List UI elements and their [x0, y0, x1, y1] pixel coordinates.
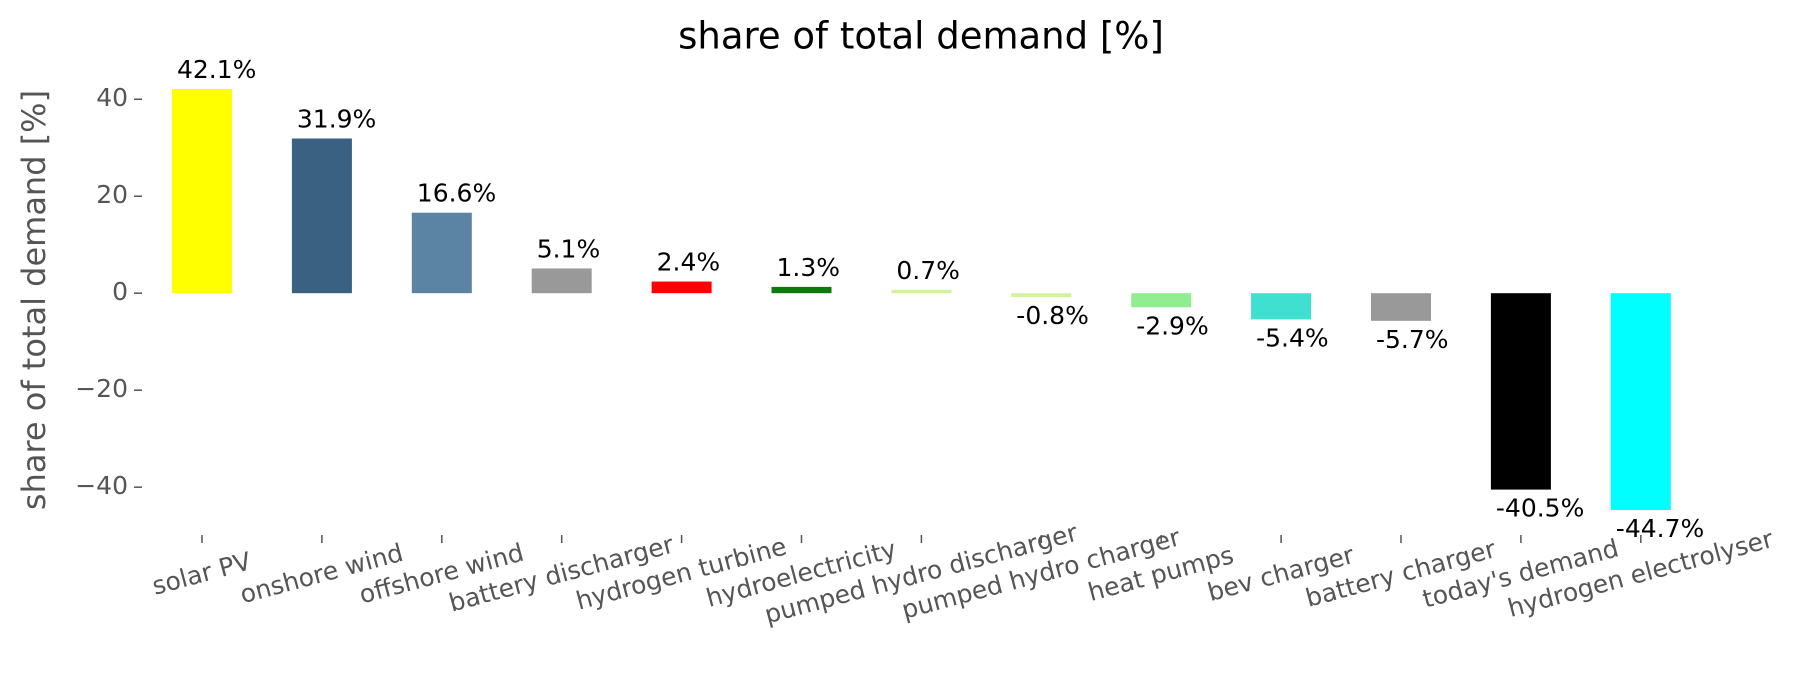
- bar: [411, 212, 472, 294]
- y-tick-label: −20: [75, 374, 128, 403]
- value-label: -40.5%: [1496, 494, 1584, 523]
- bar: [651, 281, 712, 294]
- x-tick-label: solar PV: [149, 546, 254, 600]
- value-label: 2.4%: [657, 248, 721, 277]
- value-label: 1.3%: [777, 253, 841, 282]
- value-label: 42.1%: [177, 55, 256, 84]
- value-label: -5.4%: [1256, 323, 1329, 352]
- bar: [771, 286, 832, 294]
- bar: [291, 138, 352, 294]
- bar: [1610, 293, 1671, 510]
- bar: [1131, 293, 1192, 308]
- value-label: -2.9%: [1136, 311, 1209, 340]
- bar: [1371, 293, 1431, 321]
- chart-title: share of total demand [%]: [678, 15, 1164, 58]
- bar: [891, 289, 952, 294]
- bar: [1490, 293, 1551, 490]
- bar: [531, 268, 592, 294]
- y-tick-label: −40: [75, 471, 128, 500]
- value-label: -44.7%: [1616, 514, 1704, 543]
- bar: [1251, 293, 1312, 320]
- y-tick-label: 40: [96, 83, 128, 112]
- y-tick-label: 0: [112, 277, 128, 306]
- value-label: 5.1%: [537, 234, 601, 263]
- value-label: 16.6%: [417, 179, 496, 208]
- bar: [172, 89, 232, 294]
- value-label: 0.7%: [896, 256, 960, 285]
- bar: [1011, 293, 1072, 298]
- y-axis-label: share of total demand [%]: [15, 90, 53, 510]
- value-label: 31.9%: [297, 105, 376, 134]
- y-tick-label: 20: [96, 180, 128, 209]
- value-label: -0.8%: [1016, 301, 1089, 330]
- value-label: -5.7%: [1376, 325, 1449, 354]
